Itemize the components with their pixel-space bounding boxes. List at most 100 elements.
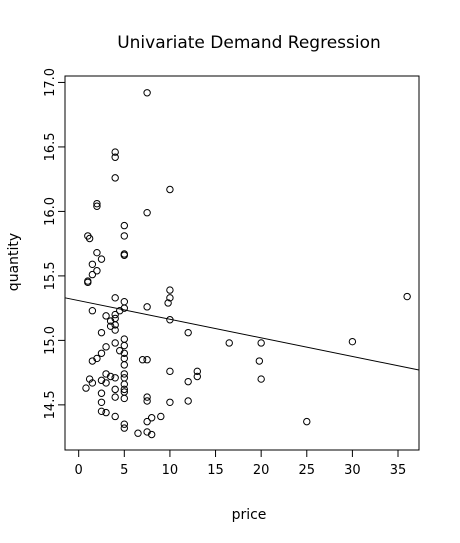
data-point [111, 326, 119, 334]
regression-line [64, 297, 420, 371]
data-point [93, 248, 101, 257]
data-point [111, 148, 119, 156]
data-point [120, 385, 129, 394]
data-point [143, 417, 151, 426]
x-tick-label: 0 [75, 463, 83, 478]
data-point [85, 234, 94, 243]
data-point [184, 397, 192, 405]
data-point [120, 335, 129, 343]
x-tick-label: 10 [162, 463, 179, 478]
x-tick-label: 20 [253, 463, 270, 478]
data-point [106, 317, 115, 325]
data-point [120, 374, 129, 382]
data-point [120, 297, 129, 306]
x-tick-label: 30 [344, 463, 361, 478]
data-point [143, 393, 151, 401]
data-point [97, 389, 106, 397]
data-point [84, 278, 92, 287]
data-point [116, 307, 124, 315]
data-point [257, 339, 265, 347]
data-point [143, 356, 151, 364]
y-tick-label: 16.5 [43, 132, 58, 161]
data-point [93, 202, 101, 210]
y-axis-label: quantity [6, 233, 22, 291]
x-tick-label: 5 [120, 463, 128, 478]
data-point [97, 398, 106, 406]
data-point [111, 412, 119, 421]
data-point [147, 414, 156, 422]
data-point [111, 310, 119, 319]
data-point [143, 89, 151, 97]
data-point [97, 328, 106, 337]
data-point [88, 357, 97, 365]
data-point [138, 356, 147, 364]
data-point [166, 398, 174, 406]
chart-title: Univariate Demand Regression [117, 33, 381, 53]
data-point [97, 255, 106, 263]
data-point [193, 372, 201, 381]
data-point [102, 343, 110, 351]
data-point [111, 339, 119, 347]
x-tick-label: 15 [207, 463, 224, 478]
x-axis: 0 5 10 15 20 25 30 35 [75, 449, 407, 478]
data-point [93, 267, 101, 275]
data-point [120, 341, 129, 350]
data-point [111, 385, 119, 394]
data-point [88, 379, 97, 387]
y-tick-label: 14.5 [43, 390, 58, 419]
data-point [120, 232, 129, 240]
data-point [102, 312, 110, 320]
data-point [348, 337, 357, 346]
data-point [143, 209, 151, 217]
data-point [193, 367, 201, 376]
data-point [166, 367, 174, 376]
data-point [166, 286, 174, 294]
y-tick-label: 16.0 [43, 197, 58, 226]
data-point [120, 424, 129, 432]
data-point [88, 260, 97, 268]
y-tick-label: 15.0 [43, 326, 58, 355]
data-point [184, 377, 192, 386]
data-point [120, 361, 129, 369]
data-point [102, 379, 110, 387]
data-point [111, 174, 119, 182]
data-point [120, 420, 129, 428]
x-axis-label: price [232, 507, 267, 523]
regression-line-group [64, 297, 420, 371]
plot-area-border [64, 75, 420, 451]
data-point [303, 417, 311, 426]
data-point [225, 339, 233, 347]
data-point [111, 374, 119, 382]
data-point [106, 372, 115, 381]
data-point [120, 349, 129, 357]
data-point [120, 370, 129, 378]
data-point [134, 429, 142, 437]
data-point [82, 384, 90, 392]
data-point [111, 294, 119, 302]
data-point [97, 349, 106, 357]
data-point [102, 408, 110, 417]
x-tick-label: 25 [299, 463, 316, 478]
y-axis: 14.5 15.0 15.5 16.0 16.5 17.0 [43, 68, 66, 419]
data-point [184, 328, 192, 337]
data-point [93, 199, 101, 208]
data-point [88, 270, 97, 279]
data-point [120, 388, 129, 396]
data-point [111, 321, 119, 329]
data-point [120, 251, 129, 259]
data-point [255, 357, 264, 365]
x-tick-label: 35 [390, 463, 407, 478]
data-point [143, 397, 151, 405]
data-point [157, 412, 165, 421]
data-point [88, 307, 97, 315]
data-point [166, 185, 174, 194]
data-point [147, 430, 156, 439]
data-point [106, 322, 115, 330]
data-point [97, 407, 106, 416]
data-point [257, 375, 265, 383]
data-point [120, 380, 129, 388]
data-point [143, 303, 151, 311]
y-tick-label: 15.5 [43, 261, 58, 290]
data-point [111, 153, 119, 161]
